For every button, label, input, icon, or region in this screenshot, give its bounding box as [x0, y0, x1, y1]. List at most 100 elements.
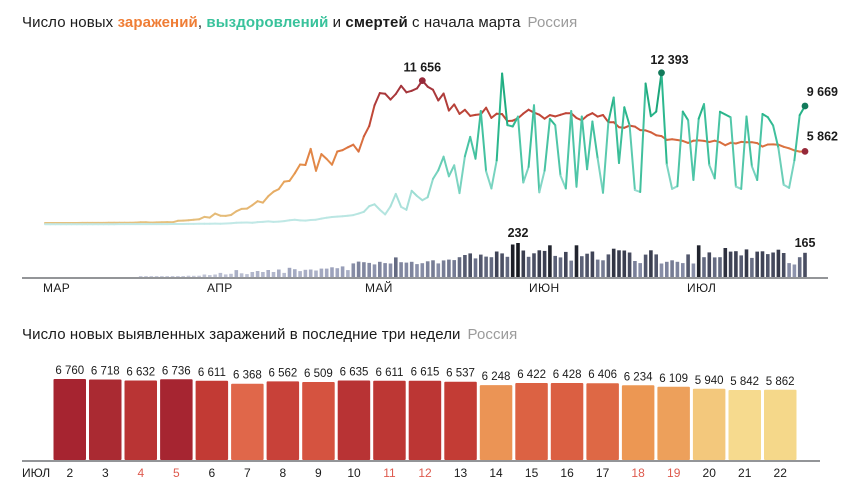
- deaths-bar[interactable]: [516, 243, 520, 277]
- deaths-bar[interactable]: [787, 263, 791, 277]
- deaths-bar[interactable]: [319, 268, 324, 277]
- deaths-bar[interactable]: [494, 251, 499, 278]
- deaths-bar[interactable]: [388, 263, 393, 278]
- deaths-bar[interactable]: [526, 256, 531, 277]
- deaths-bar[interactable]: [797, 257, 802, 277]
- deaths-bar[interactable]: [186, 275, 191, 277]
- deaths-bar[interactable]: [590, 251, 595, 278]
- deaths-bar[interactable]: [202, 274, 207, 278]
- deaths-bar[interactable]: [277, 269, 281, 278]
- deaths-bar[interactable]: [792, 264, 797, 278]
- deaths-bar[interactable]: [500, 253, 504, 277]
- deaths-bar[interactable]: [372, 264, 377, 277]
- deaths-bar[interactable]: [457, 257, 462, 277]
- deaths-bar[interactable]: [707, 252, 712, 277]
- deaths-bar[interactable]: [149, 276, 154, 277]
- deaths-bar[interactable]: [335, 268, 340, 277]
- deaths-bar[interactable]: [611, 248, 616, 277]
- deaths-bar[interactable]: [314, 270, 318, 278]
- deaths-bar[interactable]: [213, 274, 217, 278]
- deaths-bar[interactable]: [356, 261, 361, 277]
- deaths-bar[interactable]: [181, 276, 185, 277]
- deaths-bar[interactable]: [681, 263, 685, 277]
- deaths-bar[interactable]: [712, 257, 717, 277]
- deaths-bar[interactable]: [404, 262, 409, 277]
- deaths-bar[interactable]: [324, 268, 329, 277]
- deaths-bar[interactable]: [298, 271, 302, 277]
- deaths-bar[interactable]: [755, 251, 759, 277]
- deaths-bar[interactable]: [776, 249, 781, 277]
- deaths-bar[interactable]: [394, 257, 398, 277]
- deaths-bar[interactable]: [696, 245, 701, 277]
- deaths-bar[interactable]: [659, 263, 664, 278]
- deaths-bar[interactable]: [803, 252, 807, 277]
- deaths-bar[interactable]: [362, 262, 366, 277]
- deaths-bar[interactable]: [686, 254, 690, 277]
- deaths-bar[interactable]: [399, 262, 403, 277]
- deaths-bar[interactable]: [553, 255, 557, 277]
- deaths-bar[interactable]: [452, 260, 456, 277]
- deaths-bar[interactable]: [537, 250, 542, 277]
- top-chart-canvas[interactable]: 11 656 12 393 9 669 5 862 232 165 МАР АПР МАЙ ИЮН…: [0, 40, 851, 305]
- daily-cases-bar[interactable]: [657, 386, 690, 460]
- deaths-bar[interactable]: [378, 261, 382, 277]
- deaths-bar[interactable]: [409, 261, 414, 277]
- deaths-bar[interactable]: [223, 274, 228, 277]
- deaths-bar[interactable]: [723, 248, 728, 277]
- deaths-bar[interactable]: [569, 260, 573, 277]
- deaths-bar[interactable]: [473, 258, 478, 277]
- deaths-bar[interactable]: [595, 259, 600, 277]
- deaths-bar[interactable]: [532, 253, 536, 277]
- deaths-bar[interactable]: [670, 260, 674, 277]
- daily-cases-bar[interactable]: [479, 385, 513, 460]
- deaths-bar[interactable]: [718, 257, 722, 277]
- deaths-bar[interactable]: [542, 250, 547, 277]
- deaths-bar[interactable]: [436, 263, 441, 277]
- deaths-bar[interactable]: [702, 257, 706, 277]
- deaths-bar[interactable]: [750, 257, 754, 277]
- deaths-bar[interactable]: [606, 254, 611, 277]
- deaths-bar[interactable]: [425, 261, 430, 277]
- daily-cases-bar[interactable]: [53, 379, 87, 460]
- deaths-bar[interactable]: [441, 260, 446, 277]
- daily-cases-bar[interactable]: [764, 389, 797, 460]
- deaths-bar[interactable]: [303, 269, 308, 277]
- deaths-bar[interactable]: [192, 275, 196, 277]
- deaths-bar[interactable]: [484, 256, 488, 277]
- deaths-bar[interactable]: [197, 275, 201, 277]
- deaths-bar[interactable]: [463, 255, 467, 277]
- deaths-bar[interactable]: [649, 250, 653, 277]
- deaths-bar[interactable]: [261, 272, 265, 277]
- deaths-bar[interactable]: [643, 254, 648, 277]
- daily-cases-bar[interactable]: [231, 383, 264, 460]
- deaths-bar[interactable]: [468, 253, 472, 277]
- deaths-bar[interactable]: [781, 253, 786, 277]
- daily-cases-bar[interactable]: [621, 385, 655, 460]
- deaths-bar[interactable]: [665, 261, 669, 277]
- deaths-bar[interactable]: [431, 260, 435, 277]
- deaths-bar[interactable]: [744, 249, 749, 277]
- deaths-bar[interactable]: [255, 271, 260, 277]
- deaths-bar[interactable]: [760, 251, 765, 277]
- daily-cases-bar[interactable]: [550, 383, 584, 460]
- daily-cases-bar[interactable]: [195, 380, 229, 460]
- daily-cases-bar[interactable]: [124, 380, 158, 461]
- deaths-bar[interactable]: [208, 275, 212, 277]
- deaths-bar[interactable]: [489, 257, 494, 277]
- daily-cases-bar[interactable]: [692, 388, 726, 460]
- deaths-bar[interactable]: [351, 263, 356, 277]
- deaths-bar[interactable]: [250, 272, 255, 277]
- daily-cases-bar[interactable]: [89, 379, 122, 461]
- daily-cases-bar[interactable]: [266, 381, 300, 460]
- deaths-bar[interactable]: [176, 276, 180, 277]
- deaths-bar[interactable]: [271, 272, 276, 277]
- deaths-bar[interactable]: [165, 276, 169, 277]
- deaths-bar[interactable]: [574, 245, 579, 277]
- deaths-bar[interactable]: [346, 270, 350, 277]
- deaths-bar[interactable]: [654, 254, 658, 277]
- deaths-bar[interactable]: [505, 256, 510, 277]
- deaths-bar[interactable]: [771, 252, 775, 278]
- deaths-bar[interactable]: [521, 250, 526, 278]
- deaths-bar[interactable]: [580, 256, 584, 277]
- deaths-bar[interactable]: [330, 267, 334, 277]
